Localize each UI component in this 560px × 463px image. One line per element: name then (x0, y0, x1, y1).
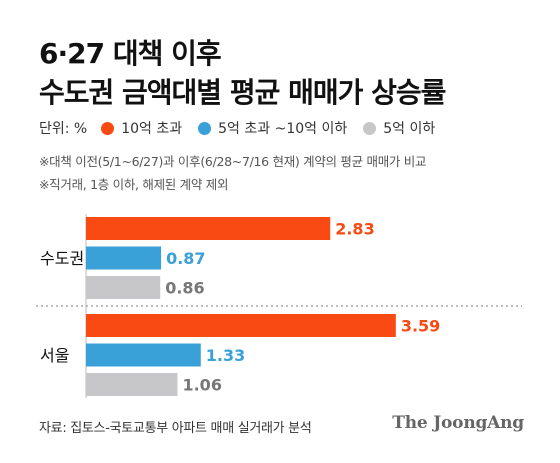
bar (86, 373, 178, 396)
legend-item-over-1b: 10억 초과 (101, 118, 182, 138)
unit-label: 단위: % (39, 121, 88, 137)
bar (86, 314, 396, 337)
data-label: 2.83 (335, 220, 374, 239)
title-line-2: 수도권 금액대별 평균 매매가 상승률 (39, 76, 446, 109)
chart-title: 6·27 대책 이후 수도권 금액대별 평균 매매가 상승률 (39, 34, 446, 112)
data-label: 3.59 (401, 317, 440, 336)
category-label: 서울 (40, 346, 69, 365)
legend-item-500m-1b: 5억 초과 ~10억 이하 (198, 118, 347, 138)
data-label: 0.87 (166, 249, 205, 268)
title-line-1: 6·27 대책 이후 (39, 37, 222, 70)
category-label: 수도권 (40, 249, 84, 268)
bar (86, 276, 161, 299)
legend-dot-icon (198, 121, 212, 135)
legend-label: 5억 초과 ~10억 이하 (218, 121, 348, 137)
bar (86, 246, 162, 270)
data-label: 1.06 (182, 376, 221, 395)
legend-dot-icon (101, 121, 115, 135)
legend: 단위: % 10억 초과 5억 초과 ~10억 이하 5억 이하 (39, 117, 451, 139)
data-label: 0.86 (165, 279, 204, 298)
legend-dot-icon (363, 121, 377, 135)
bar (86, 217, 331, 240)
legend-label: 5억 이하 (383, 121, 436, 137)
data-label: 1.33 (206, 346, 245, 365)
legend-label: 10억 초과 (121, 121, 183, 137)
brand-logo: The JoongAng (392, 413, 524, 433)
source-note: 자료: 집토스-국토교통부 아파트 매매 실거래가 분석 (39, 421, 312, 436)
note-exclusions: ※직거래, 1층 이하, 해제된 계약 제외 (39, 177, 229, 192)
legend-item-under-500m: 5억 이하 (363, 118, 435, 138)
bar (86, 343, 201, 367)
note-period: ※대책 이전(5/1~6/27)과 이후(6/28~7/16 현재) 계약의 평… (39, 154, 427, 169)
